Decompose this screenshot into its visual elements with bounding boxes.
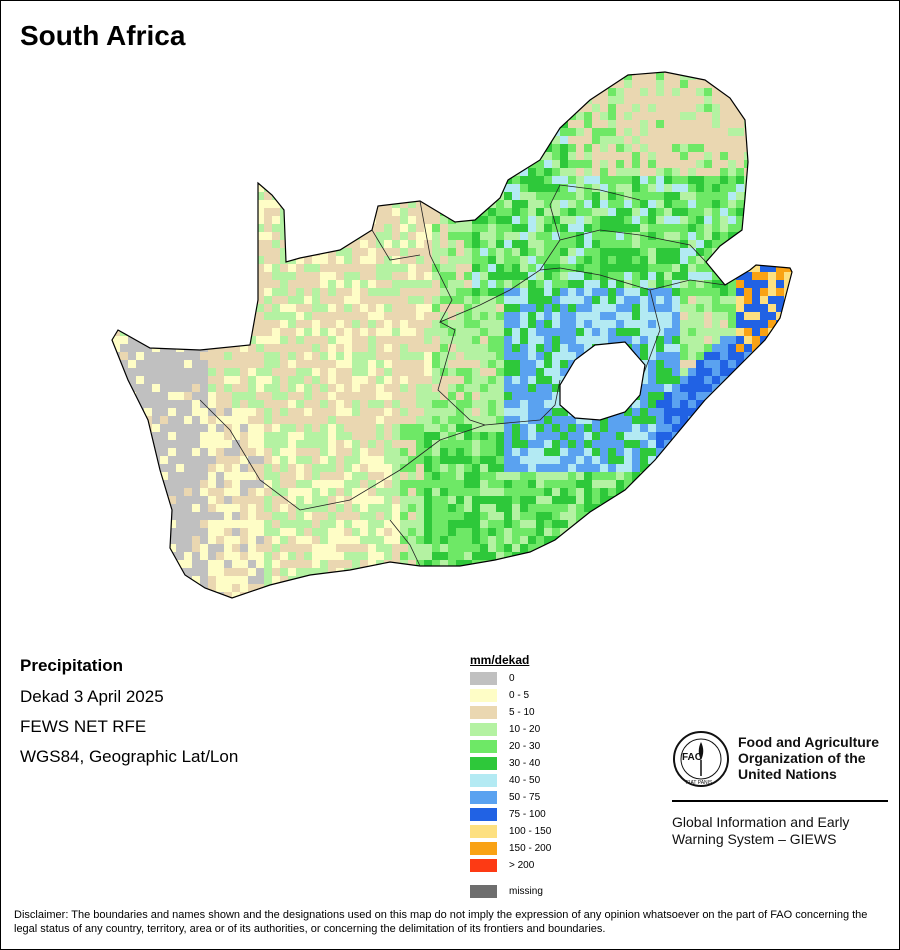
logo-motto: FIAT PANIS — [686, 780, 713, 786]
legend-label: 50 - 75 — [509, 792, 541, 803]
legend-item: 75 - 100 — [470, 806, 551, 823]
legend-classes: 0 0 - 5 5 - 10 10 - 20 20 - 30 30 - 40 40 - 50… — [470, 670, 551, 874]
giews-line: Global Information and Early — [672, 814, 850, 830]
variable-title: Precipitation — [20, 656, 123, 675]
legend-item: 20 - 30 — [470, 738, 551, 755]
legend: mm/dekad 0 0 - 5 5 - 10 10 - 20 20 - 30 30 - … — [470, 653, 551, 874]
legend-swatch — [470, 842, 497, 855]
legend-item: 100 - 150 — [470, 823, 551, 840]
legend-title: mm/dekad — [470, 653, 530, 667]
legend-swatch — [470, 825, 497, 838]
legend-swatch — [470, 757, 497, 770]
precipitation-map — [111, 71, 793, 599]
logo-letters: FAO — [682, 752, 703, 763]
legend-label: 100 - 150 — [509, 826, 552, 837]
legend-swatch — [470, 808, 497, 821]
projection-label: WGS84, Geographic Lat/Lon — [20, 747, 239, 766]
legend-swatch — [470, 706, 497, 719]
fao-logo-icon: FAO FIAT PANIS — [673, 731, 729, 787]
legend-label: 0 — [509, 673, 515, 684]
legend-label: 30 - 40 — [509, 758, 541, 769]
legend-label: 5 - 10 — [509, 707, 535, 718]
disclaimer: Disclaimer: The boundaries and names sho… — [14, 909, 868, 935]
legend-label: > 200 — [509, 860, 535, 871]
legend-swatch — [470, 859, 497, 872]
giews-name: Global Information and Early Warning Sys… — [672, 814, 888, 848]
period-label: Dekad 3 April 2025 — [20, 687, 164, 706]
rainfall-grid — [112, 72, 792, 598]
legend-item: 30 - 40 — [470, 755, 551, 772]
fao-name: Food and Agriculture Organization of the… — [738, 734, 898, 782]
legend-item: 50 - 75 — [470, 789, 551, 806]
legend-label: 150 - 200 — [509, 843, 552, 854]
legend-item: 10 - 20 — [470, 721, 551, 738]
legend-label: 0 - 5 — [509, 690, 530, 701]
legend-swatch — [470, 723, 497, 736]
legend-label: 40 - 50 — [509, 775, 541, 786]
legend-item: 0 - 5 — [470, 687, 551, 704]
legend-swatch — [470, 689, 497, 702]
legend-swatch — [470, 774, 497, 787]
country-border — [111, 71, 793, 599]
legend-item: 40 - 50 — [470, 772, 551, 789]
lesotho-enclave — [559, 341, 646, 421]
data-source-label: FEWS NET RFE — [20, 717, 147, 736]
legend-label: 10 - 20 — [509, 724, 541, 735]
legend-swatch — [470, 740, 497, 753]
giews-line: Warning System – GIEWS — [672, 831, 837, 847]
missing-swatch — [470, 885, 497, 898]
fao-name-line: Organization of the — [738, 750, 866, 766]
legend-item: 5 - 10 — [470, 704, 551, 721]
fao-name-line: United Nations — [738, 766, 837, 782]
province-borders — [199, 184, 726, 567]
legend-item: 0 — [470, 670, 551, 687]
map-title: South Africa — [20, 20, 186, 51]
divider — [672, 800, 888, 802]
legend-item: > 200 — [470, 857, 551, 874]
legend-missing: missing — [470, 885, 543, 898]
legend-item: 150 - 200 — [470, 840, 551, 857]
missing-label: missing — [509, 886, 543, 897]
legend-swatch — [470, 791, 497, 804]
legend-label: 75 - 100 — [509, 809, 546, 820]
fao-name-line: Food and Agriculture — [738, 734, 880, 750]
legend-label: 20 - 30 — [509, 741, 541, 752]
legend-swatch — [470, 672, 497, 685]
